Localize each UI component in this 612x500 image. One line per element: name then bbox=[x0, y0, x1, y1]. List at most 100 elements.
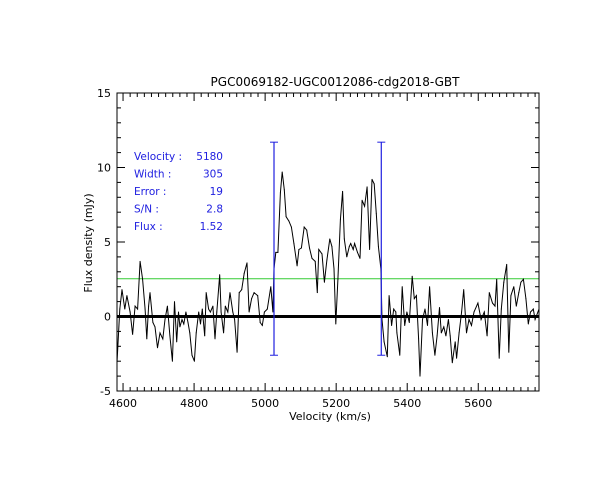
spectrum-point bbox=[498, 357, 500, 359]
x-tick-label: 4800 bbox=[180, 397, 208, 410]
spectrum-point bbox=[468, 318, 470, 320]
spectrum-point bbox=[185, 311, 187, 313]
y-axis-label: Flux density (mJy) bbox=[82, 193, 95, 292]
chart-title: PGC0069182-UGC0012086-cdg2018-GBT bbox=[211, 75, 461, 89]
annotation-label: Error : bbox=[134, 186, 166, 198]
y-tick-label: 0 bbox=[104, 311, 111, 324]
spectrum-point bbox=[406, 311, 408, 313]
spectrum-point bbox=[270, 286, 272, 288]
spectrum-point bbox=[439, 307, 441, 309]
annotation-label: S/N : bbox=[134, 204, 159, 216]
spectrum-point bbox=[216, 311, 218, 313]
spectrum-point bbox=[224, 305, 226, 307]
spectrum-point bbox=[288, 220, 290, 222]
spectrum-point bbox=[506, 263, 508, 265]
annotation-value: 5180 bbox=[196, 151, 223, 163]
spectrum-point bbox=[431, 332, 433, 334]
spectrum-point bbox=[285, 216, 287, 218]
spectrum-point bbox=[466, 332, 468, 334]
spectrum-point bbox=[283, 189, 285, 191]
spectrum-point bbox=[321, 253, 323, 255]
spectrum-point bbox=[162, 338, 164, 340]
spectrum-point bbox=[520, 281, 522, 283]
spectrum-point bbox=[456, 357, 458, 359]
spectrum-point bbox=[209, 311, 211, 313]
spectrum-point bbox=[272, 311, 274, 313]
spectrum-point bbox=[337, 278, 339, 280]
spectrum-point bbox=[404, 324, 406, 326]
y-tick-label: 10 bbox=[97, 162, 111, 175]
spectrum-point bbox=[199, 323, 201, 325]
x-tick-label: 5000 bbox=[251, 397, 279, 410]
spectrum-point bbox=[346, 256, 348, 258]
spectrum-point bbox=[377, 245, 379, 247]
spectrum-point bbox=[309, 247, 311, 249]
spectrum-point bbox=[214, 338, 216, 340]
spectrum-point bbox=[463, 289, 465, 291]
spectrum-point bbox=[179, 326, 181, 328]
spectrum-point bbox=[314, 260, 316, 262]
spectrum-point bbox=[529, 311, 531, 313]
spectrum-point bbox=[139, 260, 141, 262]
spectrum-point bbox=[171, 360, 173, 362]
x-tick-label: 5400 bbox=[393, 397, 421, 410]
spectrum-point bbox=[391, 324, 393, 326]
spectrum-point bbox=[421, 318, 423, 320]
spectrum-point bbox=[522, 278, 524, 280]
spectrum-point bbox=[238, 292, 240, 294]
spectrum-point bbox=[121, 289, 123, 291]
spectrum-point bbox=[375, 213, 377, 215]
spectrum-point bbox=[518, 292, 520, 294]
spectrum-point bbox=[241, 289, 243, 291]
spectrum-point bbox=[248, 311, 250, 313]
spectrum-point bbox=[229, 292, 231, 294]
spectrum-point bbox=[124, 308, 126, 310]
spectrum-point bbox=[486, 335, 488, 337]
spectrum-point bbox=[174, 301, 176, 303]
spectrum-point bbox=[434, 354, 436, 356]
spectrum-point bbox=[279, 192, 281, 194]
spectrum-point bbox=[300, 247, 302, 249]
spectrum-point bbox=[401, 286, 403, 288]
spectrum-point bbox=[440, 332, 442, 334]
spectrum-point bbox=[415, 295, 417, 297]
spectrum-point bbox=[318, 248, 320, 250]
spectrum-point bbox=[491, 302, 493, 304]
spectrum-point bbox=[488, 292, 490, 294]
spectrum-point bbox=[461, 311, 463, 313]
spectrum-point bbox=[306, 229, 308, 231]
spectrum-point bbox=[234, 318, 236, 320]
plot-frame bbox=[116, 92, 540, 392]
spectrum-point bbox=[181, 318, 183, 320]
spectrum-point bbox=[169, 335, 171, 337]
spectrum-point bbox=[259, 321, 261, 323]
spectrum-point bbox=[503, 281, 505, 283]
spectrum-point bbox=[369, 248, 371, 250]
spectrum-point bbox=[311, 257, 313, 259]
spectrum-point bbox=[413, 298, 415, 300]
spectrum-point bbox=[408, 321, 410, 323]
spectrum-point bbox=[496, 278, 498, 280]
spectrum-point bbox=[257, 295, 259, 297]
spectrum-point bbox=[458, 332, 460, 334]
spectrum-point bbox=[343, 238, 345, 240]
spectrum-point bbox=[473, 311, 475, 313]
y-tick-label: 15 bbox=[97, 87, 111, 100]
spectrum-point bbox=[204, 335, 206, 337]
spectrum-point bbox=[419, 375, 421, 377]
spectrum-point bbox=[411, 275, 413, 277]
spectrum-point bbox=[483, 311, 485, 313]
spectrum-point bbox=[424, 308, 426, 310]
spectrum-point bbox=[527, 323, 529, 325]
spectrum-point bbox=[154, 326, 156, 328]
spectrum-point bbox=[373, 183, 375, 185]
spectrum-point bbox=[354, 242, 356, 244]
spectrum-point bbox=[371, 178, 373, 180]
spectrum-point bbox=[418, 338, 420, 340]
spectrum-point bbox=[201, 308, 203, 310]
spectrum-point bbox=[323, 281, 325, 283]
spectrum-point bbox=[137, 308, 139, 310]
spectrum-point bbox=[494, 305, 496, 307]
x-tick-label: 5200 bbox=[322, 397, 350, 410]
spectrum-point bbox=[333, 268, 335, 270]
